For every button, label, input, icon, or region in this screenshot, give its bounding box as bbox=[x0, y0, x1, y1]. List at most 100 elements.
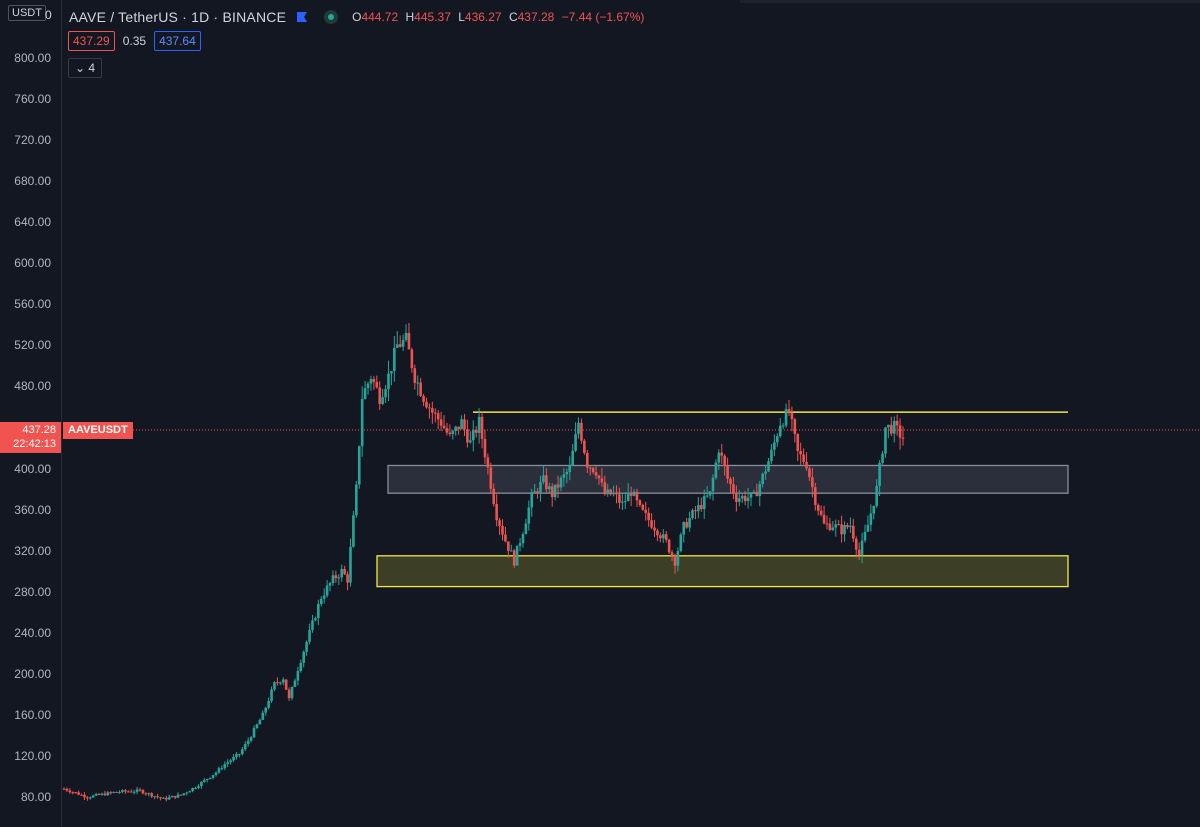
candle-body bbox=[308, 629, 311, 642]
symbol-legend[interactable]: AAVE / TetherUS · 1D · BINANCE O444.72 H… bbox=[69, 7, 648, 27]
candles-layer bbox=[62, 322, 905, 802]
candle-body bbox=[200, 781, 203, 787]
candle-body bbox=[372, 379, 376, 382]
price-tick-label: 320.00 bbox=[14, 543, 51, 558]
candle-body bbox=[635, 491, 639, 501]
indicators-toggle-button[interactable]: ⌄ 4 bbox=[68, 58, 103, 78]
candle-body bbox=[243, 743, 247, 750]
candle-body bbox=[279, 682, 282, 684]
candle-body bbox=[296, 671, 300, 681]
candle-body bbox=[167, 797, 171, 800]
candle-body bbox=[781, 425, 785, 427]
low-value: 436.27 bbox=[464, 10, 502, 24]
close-value: 437.28 bbox=[517, 10, 555, 24]
last-price-tag: 437.28 22:42:13 bbox=[0, 422, 61, 453]
sell-price-button[interactable]: 437.29 bbox=[68, 31, 115, 51]
candle-body bbox=[387, 373, 390, 390]
candle-body bbox=[191, 787, 194, 792]
candle-body bbox=[895, 421, 899, 426]
chevron-down-icon: ⌄ bbox=[75, 61, 86, 75]
candle-body bbox=[729, 478, 732, 485]
candle-body bbox=[515, 545, 519, 566]
candle-body bbox=[317, 603, 320, 619]
candle-body bbox=[287, 689, 291, 699]
buy-price-button[interactable]: 437.64 bbox=[154, 31, 201, 51]
candle-body bbox=[863, 531, 867, 541]
candle-body bbox=[208, 777, 212, 779]
candle-body bbox=[732, 484, 735, 494]
candle-body bbox=[621, 501, 624, 503]
candle-body bbox=[314, 618, 317, 621]
live-dot-icon bbox=[324, 10, 339, 24]
candle-body bbox=[86, 797, 89, 799]
candle-body bbox=[416, 382, 420, 384]
candle-body bbox=[439, 419, 443, 426]
candle-body bbox=[319, 598, 323, 604]
candle-body bbox=[822, 514, 826, 524]
candle-body bbox=[182, 793, 186, 795]
candle-body bbox=[188, 791, 192, 793]
candle-body bbox=[229, 760, 232, 763]
candle-body bbox=[65, 788, 69, 791]
candle-body bbox=[650, 520, 653, 528]
candle-body bbox=[755, 491, 759, 497]
candle-body bbox=[559, 477, 563, 488]
high-value: 445.37 bbox=[414, 10, 451, 24]
candle-body bbox=[334, 575, 338, 579]
candle-body bbox=[773, 442, 776, 450]
candle-body bbox=[398, 344, 402, 347]
candle-body bbox=[600, 478, 604, 483]
support-zone[interactable] bbox=[376, 555, 1069, 588]
candle-body bbox=[816, 504, 820, 511]
currency-suffix: 0 bbox=[45, 8, 52, 22]
candle-body bbox=[653, 527, 656, 531]
candle-body bbox=[124, 790, 127, 792]
candle-body bbox=[384, 389, 387, 398]
currency-selector[interactable]: USDT bbox=[8, 5, 46, 21]
candle-body bbox=[103, 793, 107, 796]
price-tick-label: 80.00 bbox=[20, 790, 51, 804]
symbol-title[interactable]: AAVE / TetherUS · 1D · BINANCE bbox=[69, 9, 287, 25]
close-label: C bbox=[508, 10, 518, 24]
candle-body bbox=[805, 461, 808, 469]
candle-body bbox=[220, 768, 224, 770]
candle-body bbox=[553, 484, 557, 498]
candle-body bbox=[352, 515, 355, 547]
candle-body bbox=[159, 797, 162, 799]
candle-body bbox=[694, 510, 697, 512]
candle-body bbox=[147, 793, 151, 795]
candle-body bbox=[638, 500, 642, 505]
candle-body bbox=[612, 492, 615, 495]
flag-icon[interactable] bbox=[296, 11, 308, 23]
candle-body bbox=[787, 409, 791, 413]
candle-body bbox=[764, 471, 767, 474]
candle-body bbox=[249, 737, 253, 741]
price-chart[interactable] bbox=[61, 0, 1200, 827]
candle-body bbox=[205, 778, 209, 780]
candle-body bbox=[445, 428, 449, 433]
candle-body bbox=[852, 525, 855, 539]
price-axis[interactable]: USDT 0 800.00 760.00 720.00 680.00 640.00 600… bbox=[0, 0, 62, 827]
candle-body bbox=[214, 772, 218, 776]
price-tick-label: 280.00 bbox=[14, 584, 51, 599]
candle-body bbox=[185, 792, 189, 794]
candle-body bbox=[857, 549, 861, 555]
candle-body bbox=[875, 485, 878, 506]
candle-body bbox=[717, 452, 721, 463]
candle-body bbox=[162, 797, 165, 799]
candle-body bbox=[442, 425, 446, 429]
candle-body bbox=[121, 790, 124, 793]
candle-body bbox=[165, 797, 168, 800]
candle-body bbox=[507, 541, 510, 551]
quote-row: 437.29 0.35 437.64 bbox=[68, 31, 201, 51]
candle-body bbox=[363, 388, 367, 399]
candle-body bbox=[480, 416, 484, 439]
price-tick-label: 760.00 bbox=[14, 92, 51, 107]
candle-body bbox=[679, 534, 683, 552]
candle-body bbox=[556, 484, 560, 488]
candle-body bbox=[340, 568, 344, 578]
candle-body bbox=[737, 498, 741, 502]
candle-body bbox=[492, 488, 496, 505]
candle-body bbox=[469, 440, 472, 443]
candle-body bbox=[881, 453, 884, 463]
